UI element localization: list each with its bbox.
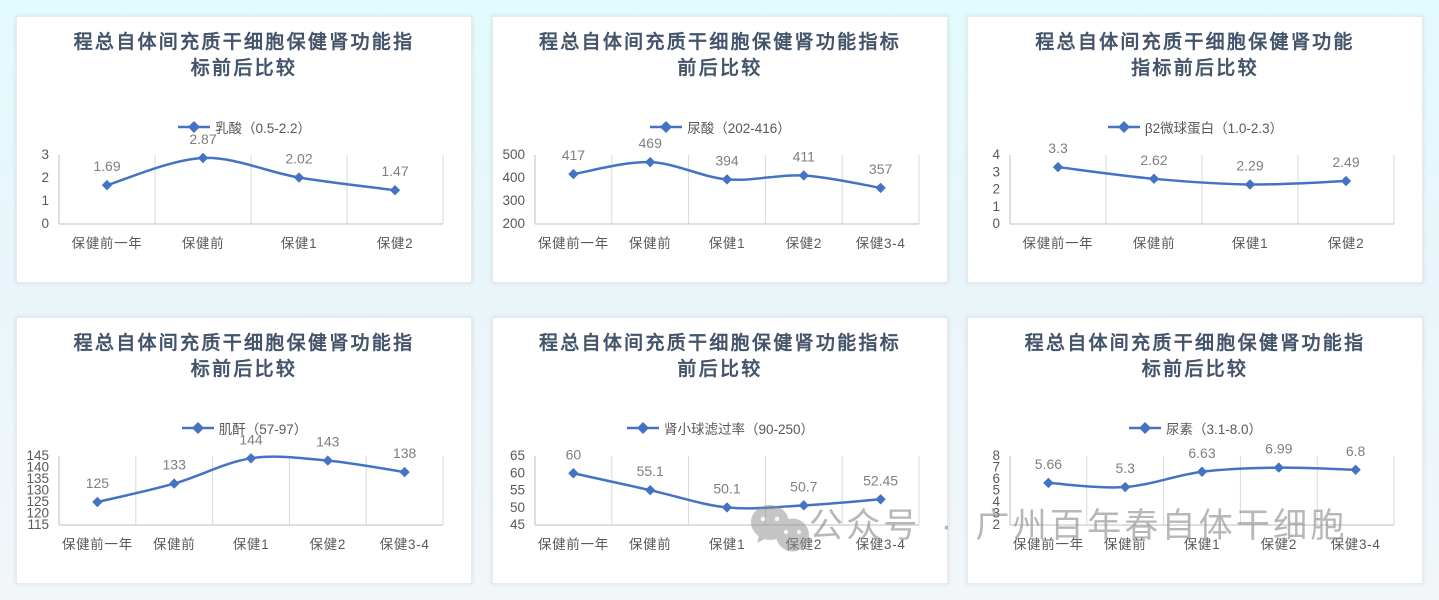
svg-text:保健2: 保健2: [309, 537, 346, 552]
svg-text:保健前一年: 保健前一年: [1023, 235, 1094, 251]
svg-text:保健前: 保健前: [182, 235, 225, 251]
svg-text:保健1: 保健1: [281, 236, 318, 251]
svg-text:保健2: 保健2: [377, 236, 414, 251]
svg-text:0: 0: [41, 216, 49, 231]
svg-text:保健3-4: 保健3-4: [1331, 537, 1381, 552]
svg-text:保健前: 保健前: [1104, 536, 1147, 552]
svg-text:保健前: 保健前: [1133, 235, 1176, 251]
svg-text:1.69: 1.69: [93, 158, 120, 174]
svg-text:保健2: 保健2: [1260, 537, 1297, 552]
svg-text:125: 125: [86, 475, 110, 491]
svg-text:5.3: 5.3: [1115, 460, 1135, 476]
svg-text:保健3-4: 保健3-4: [856, 236, 906, 251]
svg-text:300: 300: [502, 193, 525, 208]
svg-text:2.49: 2.49: [1332, 154, 1359, 170]
svg-text:6.8: 6.8: [1346, 443, 1366, 459]
svg-text:50.7: 50.7: [790, 478, 817, 494]
svg-text:60: 60: [566, 446, 582, 462]
svg-text:145: 145: [26, 448, 49, 463]
svg-text:6.99: 6.99: [1265, 441, 1292, 457]
svg-text:144: 144: [239, 431, 263, 447]
svg-text:保健前一年: 保健前一年: [72, 235, 143, 251]
svg-text:保健1: 保健1: [1184, 537, 1221, 552]
svg-text:469: 469: [639, 135, 663, 151]
svg-text:2: 2: [992, 182, 1000, 197]
svg-text:52.45: 52.45: [863, 472, 898, 488]
svg-text:394: 394: [715, 152, 739, 168]
svg-text:保健前一年: 保健前一年: [62, 536, 133, 552]
svg-text:2.29: 2.29: [1236, 158, 1263, 174]
svg-text:55.1: 55.1: [637, 463, 664, 479]
svg-text:138: 138: [393, 445, 417, 461]
svg-text:保健2: 保健2: [1328, 236, 1365, 251]
svg-text:357: 357: [869, 161, 893, 177]
svg-text:保健2: 保健2: [785, 537, 822, 552]
svg-text:1.47: 1.47: [381, 163, 408, 179]
svg-text:保健2: 保健2: [785, 236, 822, 251]
svg-text:411: 411: [793, 148, 816, 164]
svg-text:500: 500: [502, 147, 525, 162]
svg-text:2.87: 2.87: [189, 131, 216, 147]
svg-text:2.02: 2.02: [285, 151, 312, 167]
svg-text:50: 50: [510, 500, 525, 515]
svg-text:0: 0: [992, 216, 1000, 231]
svg-text:保健前一年: 保健前一年: [1013, 536, 1084, 552]
svg-text:65: 65: [510, 448, 525, 463]
svg-text:133: 133: [163, 457, 187, 473]
svg-text:8: 8: [992, 448, 1000, 463]
svg-text:保健3-4: 保健3-4: [380, 537, 430, 552]
svg-text:3.3: 3.3: [1048, 140, 1068, 156]
svg-text:6.63: 6.63: [1188, 445, 1215, 461]
svg-text:2.62: 2.62: [1140, 152, 1167, 168]
svg-text:4: 4: [992, 147, 1000, 162]
svg-text:5.66: 5.66: [1035, 456, 1062, 472]
svg-text:3: 3: [992, 164, 1000, 179]
svg-text:保健前一年: 保健前一年: [538, 235, 609, 251]
svg-text:保健前: 保健前: [629, 536, 672, 552]
svg-text:1: 1: [992, 199, 1000, 214]
svg-text:保健前一年: 保健前一年: [538, 536, 609, 552]
svg-text:保健1: 保健1: [233, 537, 270, 552]
svg-text:保健1: 保健1: [709, 236, 746, 251]
svg-text:保健1: 保健1: [1232, 236, 1269, 251]
svg-text:45: 45: [510, 517, 525, 532]
svg-text:保健1: 保健1: [709, 537, 746, 552]
svg-text:保健前: 保健前: [629, 235, 672, 251]
svg-text:2: 2: [41, 170, 49, 185]
svg-text:55: 55: [510, 483, 525, 498]
svg-text:200: 200: [502, 216, 525, 231]
svg-text:保健3-4: 保健3-4: [856, 537, 906, 552]
svg-text:1: 1: [41, 193, 49, 208]
svg-text:保健前: 保健前: [153, 536, 196, 552]
svg-text:3: 3: [41, 147, 49, 162]
svg-text:143: 143: [316, 434, 340, 450]
svg-text:50.1: 50.1: [713, 480, 740, 496]
svg-text:60: 60: [510, 465, 525, 480]
svg-text:400: 400: [502, 170, 525, 185]
svg-text:417: 417: [562, 147, 586, 163]
